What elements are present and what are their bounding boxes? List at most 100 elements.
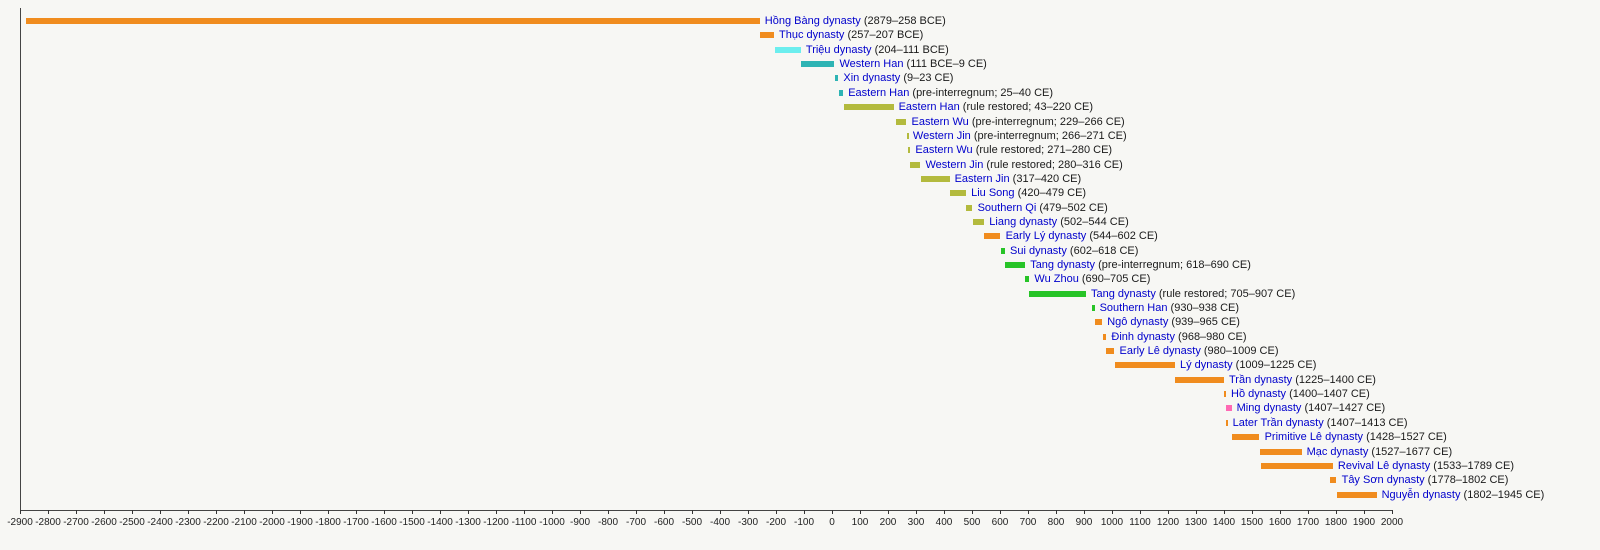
x-axis-tick bbox=[776, 510, 777, 514]
x-axis-tick bbox=[272, 510, 273, 514]
timeline-bar bbox=[1231, 434, 1260, 441]
dynasty-dates: (980–1009 CE) bbox=[1200, 345, 1279, 358]
dynasty-dates: (rule restored; 43–220 CE) bbox=[959, 101, 1094, 114]
x-axis-tick bbox=[916, 510, 917, 514]
x-axis-tick-label: -1900 bbox=[287, 517, 313, 528]
dynasty-dates: (204–111 BCE) bbox=[871, 43, 949, 56]
timeline-bar bbox=[1224, 391, 1226, 398]
x-axis-tick-label: 1200 bbox=[1156, 517, 1180, 528]
dynasty-dates: (420–479 CE) bbox=[1014, 187, 1087, 200]
timeline-bar bbox=[1336, 491, 1377, 498]
x-axis-tick-label: -1300 bbox=[455, 517, 481, 528]
x-axis-tick-label: -1000 bbox=[539, 517, 565, 528]
y-axis-line bbox=[20, 8, 21, 511]
x-axis-tick-label: 900 bbox=[1075, 517, 1093, 528]
x-axis-tick-label: 300 bbox=[907, 517, 925, 528]
dynasty-dates: (rule restored; 705–907 CE) bbox=[1155, 287, 1296, 300]
x-axis-tick bbox=[76, 510, 77, 514]
timeline-row-label: Trần dynasty (1225–1400 CE) bbox=[1229, 374, 1376, 386]
dynasty-dates: (1533–1789 CE) bbox=[1430, 459, 1514, 472]
x-axis-tick-label: -2600 bbox=[91, 517, 117, 528]
x-axis-tick bbox=[972, 510, 973, 514]
dynasty-dates: (939–965 CE) bbox=[1168, 316, 1240, 329]
x-axis-tick bbox=[440, 510, 441, 514]
timeline-row-label: Tang dynasty (rule restored; 705–907 CE) bbox=[1091, 288, 1295, 300]
x-axis-tick-label: 1400 bbox=[1212, 517, 1236, 528]
timeline-bar bbox=[800, 61, 835, 67]
timeline-row-label: Liu Song (420–479 CE) bbox=[971, 187, 1086, 199]
timeline-bar bbox=[949, 190, 967, 197]
timeline-bar bbox=[984, 233, 1001, 240]
x-axis-tick bbox=[384, 510, 385, 514]
dynasty-name: Early Lý dynasty bbox=[1005, 230, 1087, 243]
x-axis-tick bbox=[1168, 510, 1169, 514]
x-axis-tick-label: -800 bbox=[597, 517, 619, 528]
x-axis-tick bbox=[188, 510, 189, 514]
timeline-row-label: Ngô dynasty (939–965 CE) bbox=[1107, 316, 1240, 328]
timeline-bar bbox=[1261, 462, 1333, 469]
x-axis-tick bbox=[944, 510, 945, 514]
dynasty-name: Early Lê dynasty bbox=[1119, 345, 1201, 358]
x-axis-tick bbox=[692, 510, 693, 514]
x-axis-tick-label: -2300 bbox=[175, 517, 201, 528]
timeline-row-label: Ming dynasty (1407–1427 CE) bbox=[1237, 402, 1386, 414]
timeline-row-label: Hồ dynasty (1400–1407 CE) bbox=[1231, 388, 1370, 400]
x-axis-tick-label: -2900 bbox=[7, 517, 33, 528]
timeline-row-label: Eastern Wu (pre-interregnum; 229–266 CE) bbox=[912, 116, 1125, 128]
timeline-bar bbox=[1025, 276, 1030, 283]
x-axis-tick bbox=[1308, 510, 1309, 514]
timeline-bar bbox=[839, 89, 844, 96]
dynasty-dates: (111 BCE–9 CE) bbox=[903, 58, 987, 70]
x-axis-tick bbox=[524, 510, 525, 514]
x-axis-tick-label: 2000 bbox=[1380, 517, 1404, 528]
dynasty-dates: (1802–1945 CE) bbox=[1460, 488, 1545, 501]
dynasty-name: Western Jin bbox=[912, 129, 971, 142]
dynasty-dates: (pre-interregnum; 25–40 CE) bbox=[909, 86, 1054, 99]
x-axis-tick bbox=[1084, 510, 1085, 514]
x-axis-tick bbox=[216, 510, 217, 514]
timeline-row-label: Southern Han (930–938 CE) bbox=[1100, 302, 1239, 314]
x-axis-tick-label: -500 bbox=[681, 517, 703, 528]
x-axis-tick-label: -1200 bbox=[483, 517, 509, 528]
dynasty-name: Triệu dynasty bbox=[805, 43, 872, 56]
dynasty-name: Southern Qi bbox=[977, 201, 1037, 214]
dynasty-dates: (1407–1413 CE) bbox=[1323, 416, 1408, 429]
x-axis-tick bbox=[412, 510, 413, 514]
timeline-row-label: Tây Sơn dynasty (1778–1802 CE) bbox=[1342, 474, 1509, 486]
timeline-row-label: Western Jin (pre-interregnum; 266–271 CE… bbox=[913, 130, 1127, 142]
x-axis-tick-label: -300 bbox=[737, 517, 759, 528]
timeline-row-label: Eastern Han (rule restored; 43–220 CE) bbox=[899, 101, 1093, 113]
dynasty-dates: (930–938 CE) bbox=[1167, 302, 1240, 314]
dynasty-name: Eastern Jin bbox=[954, 172, 1010, 185]
x-axis-tick-label: 400 bbox=[935, 517, 953, 528]
dynasty-dates: (1407–1427 CE) bbox=[1301, 402, 1386, 415]
timeline-bar bbox=[1226, 419, 1228, 426]
dynasty-name: Tang dynasty bbox=[1030, 258, 1096, 271]
x-axis-tick bbox=[1280, 510, 1281, 514]
x-axis-tick-label: -1800 bbox=[315, 517, 341, 528]
dynasty-dates: (968–980 CE) bbox=[1174, 330, 1247, 343]
timeline-row-label: Eastern Jin (317–420 CE) bbox=[955, 173, 1082, 185]
dynasty-dates: (1009–1225 CE) bbox=[1232, 359, 1317, 372]
dynasty-name: Lý dynasty bbox=[1180, 359, 1233, 372]
timeline-row-label: Thục dynasty (257–207 BCE) bbox=[779, 29, 923, 41]
dynasty-name: Thục dynasty bbox=[779, 29, 845, 42]
dynasty-name: Primitive Lê dynasty bbox=[1264, 431, 1364, 444]
x-axis-tick-label: 1100 bbox=[1129, 517, 1151, 528]
timeline-row-label: Primitive Lê dynasty (1428–1527 CE) bbox=[1265, 431, 1447, 443]
x-axis-tick-label: -2800 bbox=[35, 517, 61, 528]
x-axis-tick-label: 700 bbox=[1019, 517, 1037, 528]
x-axis-tick bbox=[636, 510, 637, 514]
dynasty-dates: (317–420 CE) bbox=[1009, 172, 1082, 185]
timeline-bar bbox=[966, 204, 973, 211]
dynasty-name: Western Han bbox=[839, 58, 904, 70]
x-axis-tick-label: 600 bbox=[991, 517, 1009, 528]
dynasty-dates: (1428–1527 CE) bbox=[1363, 431, 1447, 444]
x-axis-tick-label: -2700 bbox=[63, 517, 89, 528]
x-axis-tick bbox=[104, 510, 105, 514]
timeline-bar bbox=[760, 32, 774, 39]
timeline-row-label: Later Trần dynasty (1407–1413 CE) bbox=[1233, 417, 1408, 429]
dynasty-dates: (9–23 CE) bbox=[900, 72, 954, 85]
dynasty-dates: (502–544 CE) bbox=[1057, 215, 1129, 228]
timeline-bar bbox=[1329, 477, 1337, 484]
